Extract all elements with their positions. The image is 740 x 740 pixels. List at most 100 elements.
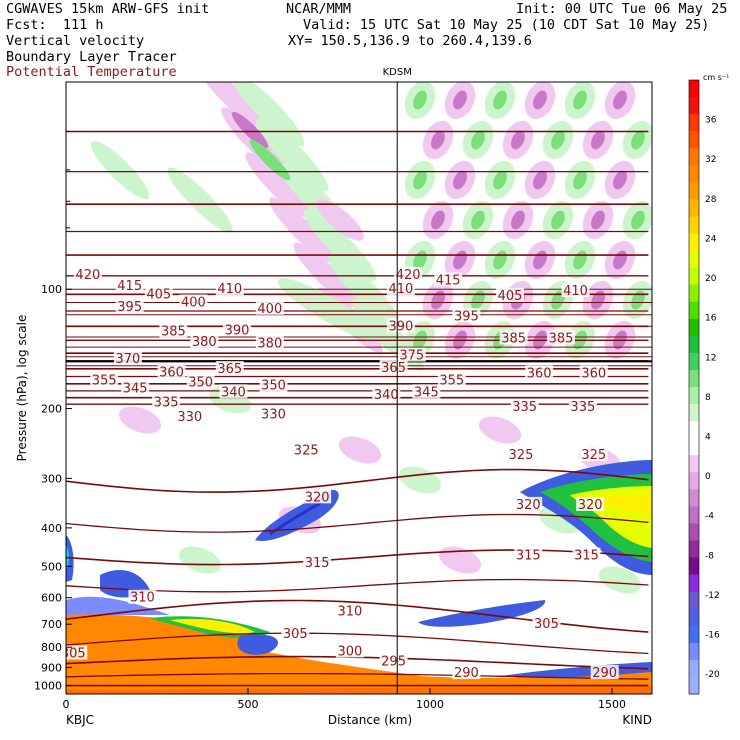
upward-motion-core	[551, 290, 565, 310]
isentrope-label: 415	[436, 273, 461, 288]
upward-motion-region	[167, 167, 233, 233]
isentrope-label-bg	[496, 287, 525, 302]
isentrope-label: 305	[61, 647, 86, 662]
isentrope-label: 350	[261, 379, 286, 394]
colorbar-label: 0	[705, 472, 711, 482]
left-endpoint-label: KBJC	[66, 713, 94, 727]
isentrope-label: 380	[257, 336, 282, 351]
upward-motion-core	[631, 290, 645, 310]
downward-motion-core	[591, 210, 605, 230]
colorbar-label: 8	[705, 393, 711, 403]
isentrope-label: 335	[570, 400, 595, 415]
colorbar-label: 4	[705, 433, 711, 443]
downward-motion-region	[338, 436, 382, 464]
upward-motion-core	[631, 210, 645, 230]
model-title: CGWAVES 15km ARW-GFS init	[6, 1, 210, 17]
isentrope-label: 390	[388, 319, 413, 334]
isentrope-label: 330	[261, 407, 286, 422]
colorbar-swatch	[689, 506, 699, 524]
isentrope-label: 345	[414, 385, 439, 400]
isentrope-label-bg	[394, 266, 423, 281]
valid-time: Valid: 15 UTC Sat 10 May 25 (10 CDT Sat …	[303, 17, 710, 33]
isentrope-label-bg	[561, 282, 590, 297]
colorbar-label: 32	[705, 155, 716, 165]
downward-motion-core	[591, 130, 605, 150]
isentrope-label: 360	[581, 366, 606, 381]
downward-motion-region	[269, 197, 335, 263]
isentrope-label: 305	[283, 627, 308, 642]
isentrope-label: 345	[123, 382, 148, 397]
isentrope-label-bg	[510, 398, 539, 413]
colorbar-swatch	[689, 608, 699, 627]
isentrope-label: 410	[563, 284, 588, 299]
isentrope-label-bg	[576, 496, 605, 511]
isentrope-label: 400	[181, 295, 206, 310]
colorbar-unit: cm s⁻¹	[703, 73, 729, 82]
isentrope-label: 290	[592, 666, 617, 681]
colorbar-swatch	[689, 591, 699, 610]
colorbar-label: 36	[705, 116, 717, 126]
upward-motion-core	[573, 90, 587, 110]
y-tick-label: 100	[41, 283, 62, 296]
downward-motion-region	[438, 546, 482, 574]
isentrope-label: 385	[501, 331, 526, 346]
colorbar-swatch	[689, 523, 699, 541]
isentrope-325	[66, 513, 649, 533]
colorbar-swatch	[689, 131, 699, 149]
downward-motion-core	[613, 90, 627, 110]
isentrope-label-bg	[159, 323, 188, 338]
isentrope-label: 365	[381, 361, 406, 376]
surface-layer	[66, 686, 652, 694]
isentrope-label-bg	[372, 387, 401, 402]
isentrope-label-bg	[514, 547, 543, 562]
colorbar-swatch	[689, 625, 699, 644]
isentrope-label-bg	[259, 377, 288, 392]
colorbar-swatch	[689, 659, 699, 678]
y-tick-label: 1000	[34, 680, 62, 693]
colorbar-swatch	[689, 97, 699, 115]
colorbar-swatch	[689, 455, 699, 473]
isentrope-label-bg	[506, 447, 535, 462]
isentrope-305	[66, 632, 649, 655]
downward-motion-core	[533, 90, 547, 110]
colorbar-label: 20	[705, 274, 717, 284]
upward-motion-region	[398, 466, 442, 494]
isentrope-label: 415	[117, 279, 142, 294]
downward-motion-region	[316, 199, 364, 241]
isentrope-label-bg	[115, 299, 144, 314]
boundary-layer-downdraft	[237, 634, 279, 655]
isentrope-label-bg	[397, 347, 426, 362]
y-tick-label: 600	[41, 592, 62, 605]
isentrope-label-bg	[219, 384, 248, 399]
plot-frame	[65, 81, 653, 695]
isentrope-label: 420	[396, 268, 421, 283]
isentrope-label-bg	[255, 335, 284, 350]
isentrope-label-bg	[572, 547, 601, 562]
isentrope-label-bg	[386, 318, 415, 333]
isentrope-label: 410	[388, 282, 413, 297]
colorbar-swatch	[689, 250, 699, 269]
isentrope-label: 350	[188, 376, 213, 391]
downward-motion-region	[245, 152, 311, 218]
colorbar-swatch	[689, 369, 699, 388]
isentrope-label: 315	[305, 556, 330, 571]
upward-motion-core	[551, 130, 565, 150]
isentrope-label: 385	[161, 325, 186, 340]
init-time: Init: 00 UTC Tue 06 May 25	[516, 1, 728, 17]
colorbar-swatch	[689, 318, 699, 337]
isentrope-label: 335	[154, 395, 179, 410]
isentrope-label: 315	[574, 549, 599, 564]
upward-motion-region	[255, 118, 329, 192]
upward-motion-core	[249, 139, 291, 181]
isentrope-label: 355	[439, 374, 464, 389]
upward-motion-region	[327, 253, 401, 327]
upward-motion-core	[413, 90, 427, 110]
colorbar-swatch	[689, 540, 699, 559]
colorbar-swatch	[689, 335, 699, 354]
vertical-velocity-field	[66, 82, 652, 694]
colorbar-swatch	[689, 642, 699, 661]
colorbar-swatch	[689, 557, 699, 576]
colorbar-swatch	[689, 574, 699, 593]
upward-motion-core	[471, 210, 485, 230]
